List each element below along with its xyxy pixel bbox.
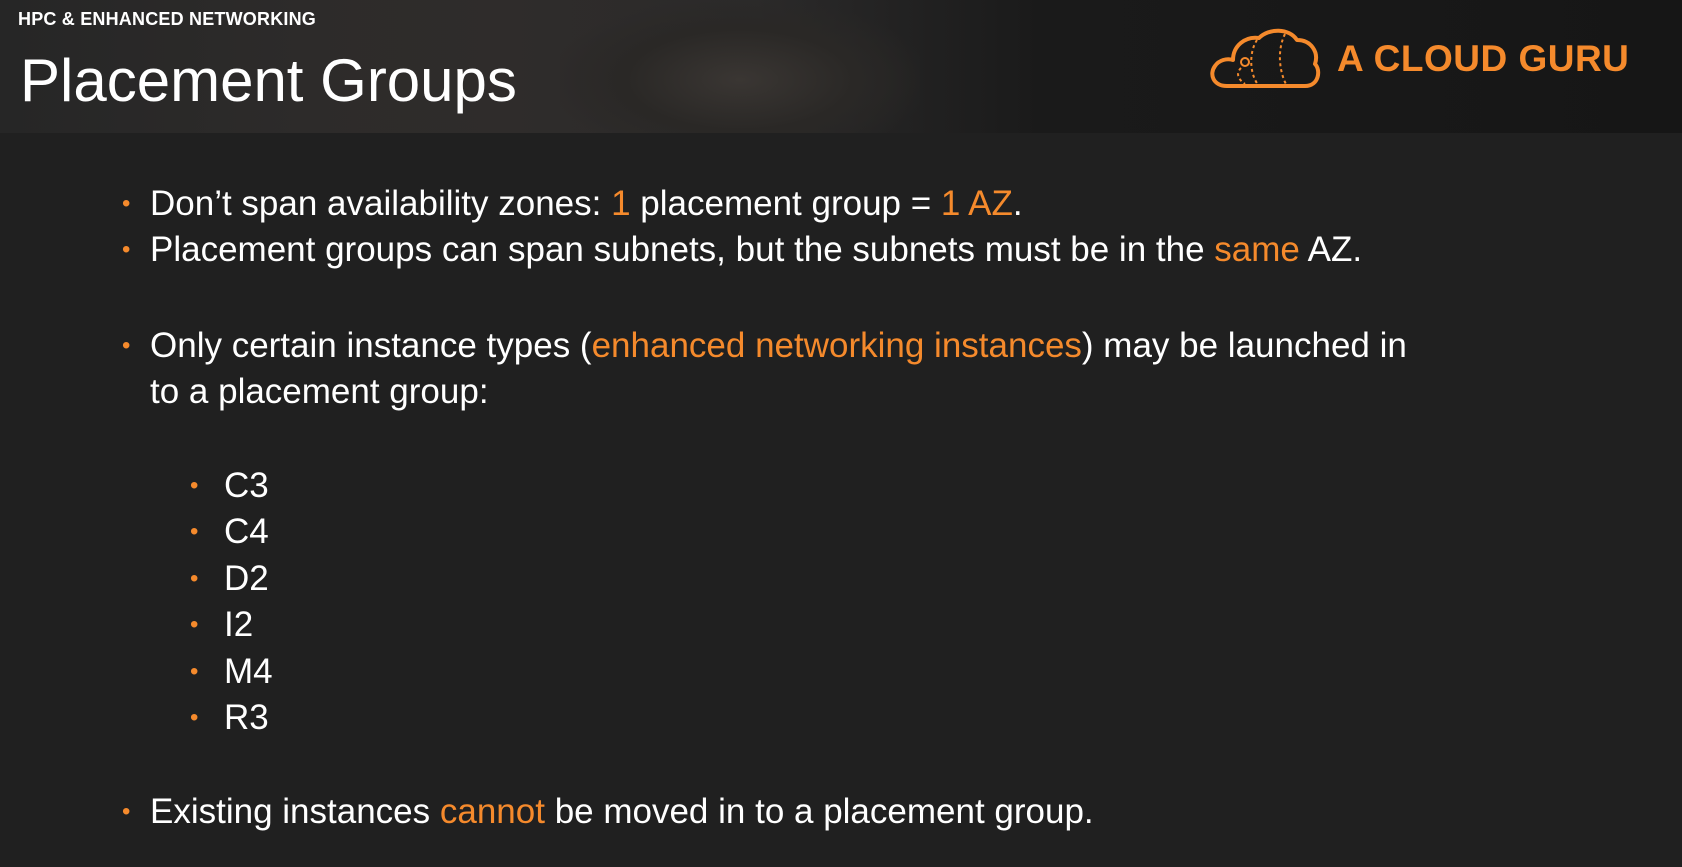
bullet-dot: •: [122, 332, 131, 359]
section-label: HPC & ENHANCED NETWORKING: [18, 9, 317, 29]
bullet-instance-types: • Only certain instance types (enhanced …: [122, 323, 1407, 415]
bullet-dot: •: [122, 798, 131, 825]
bullet-span-az: • Don’t span availability zones: 1 place…: [122, 181, 1023, 227]
logo-text: A CLOUD GURU: [1337, 38, 1630, 79]
bullet-dot: •: [190, 518, 199, 545]
bullet-span-subnets: • Placement groups can span subnets, but…: [122, 227, 1362, 273]
list-item-instance-type: • M4: [190, 649, 273, 695]
bullet-dot: •: [190, 611, 199, 638]
bullet-dot: •: [190, 704, 199, 731]
brand-logo: A CLOUD GURU: [1205, 22, 1629, 96]
cloud-icon: [1210, 28, 1321, 88]
list-item-instance-type: • I2: [190, 602, 253, 648]
list-item-instance-type: • D2: [190, 556, 269, 602]
bullet-dot: •: [122, 236, 131, 263]
slide-content: • Don’t span availability zones: 1 place…: [0, 133, 1682, 867]
bullet-existing-instances: • Existing instances cannot be moved in …: [122, 789, 1094, 835]
list-item-instance-type: • C3: [190, 463, 269, 509]
list-item-instance-type: • R3: [190, 695, 269, 741]
bullet-dot: •: [190, 565, 199, 592]
bullet-dot: •: [190, 472, 199, 499]
bullet-dot: •: [122, 190, 131, 217]
bullet-dot: •: [190, 658, 199, 685]
slide-header: HPC & ENHANCED NETWORKING Placement Grou…: [0, 0, 1682, 133]
page-title: Placement Groups: [20, 47, 517, 114]
list-item-instance-type: • C4: [190, 509, 269, 555]
presenter-video-background: [560, 0, 920, 133]
